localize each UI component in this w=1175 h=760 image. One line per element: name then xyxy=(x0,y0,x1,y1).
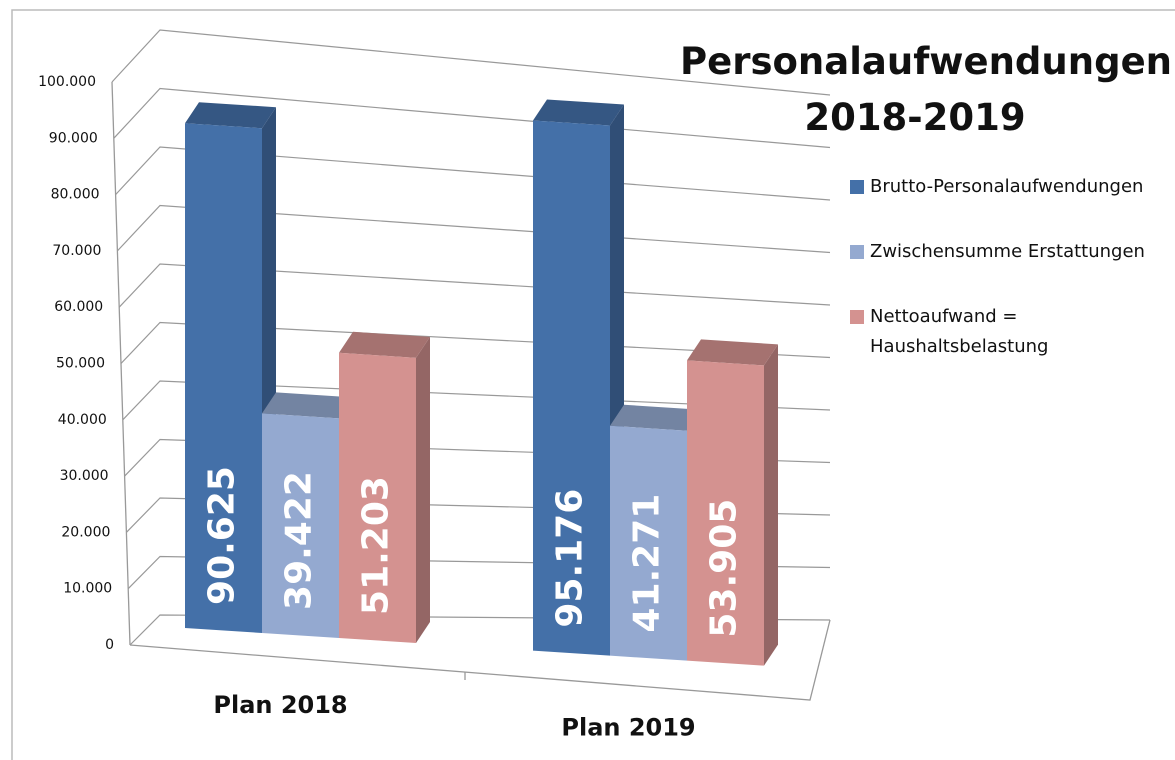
bar-top xyxy=(610,404,701,431)
bar-top xyxy=(687,339,778,366)
value-label: 90.625 xyxy=(202,466,243,605)
bar-side xyxy=(764,344,778,666)
y-tick-label: 60.000 xyxy=(54,299,103,315)
y-tick-label: 40.000 xyxy=(58,412,107,428)
bar-top xyxy=(533,99,624,126)
x-tick-label: Plan 2018 xyxy=(213,691,347,719)
x-tick-label: Plan 2019 xyxy=(561,714,695,742)
bar-front xyxy=(533,120,610,656)
bar-front xyxy=(687,360,764,666)
y-tick-label: 30.000 xyxy=(60,468,109,484)
legend-item: Brutto-Personalaufwendungen xyxy=(850,172,1170,202)
y-tick-label: 80.000 xyxy=(51,187,100,203)
chart-title: Personalaufwendungen 2018-2019 xyxy=(680,40,1173,139)
bar-front xyxy=(262,413,339,639)
frame xyxy=(11,9,1175,760)
legend-swatch xyxy=(850,310,864,324)
bar-top xyxy=(185,102,276,129)
bar-side xyxy=(416,336,430,644)
value-label: 39.422 xyxy=(279,471,320,610)
grid-line xyxy=(111,29,831,96)
y-tick-label: 50.000 xyxy=(56,356,105,372)
bar-front xyxy=(339,352,416,644)
bar-front xyxy=(185,123,262,634)
legend-item: Zwischensumme Erstattungen xyxy=(850,237,1170,267)
value-label: 53.905 xyxy=(704,499,745,638)
y-tick-label: 100.000 xyxy=(38,74,96,90)
legend-label: Zwischensumme Erstattungen xyxy=(870,241,1145,262)
y-tick-label: 90.000 xyxy=(49,130,98,146)
legend-swatch xyxy=(850,180,864,194)
legend-label: Brutto-Personalaufwendungen xyxy=(870,176,1144,197)
value-label: 95.176 xyxy=(550,489,591,628)
bar xyxy=(687,339,778,666)
y-tick-label: 0 xyxy=(105,637,114,653)
y-tick-label: 20.000 xyxy=(61,524,110,540)
bar-top xyxy=(339,331,430,358)
value-label: 51.203 xyxy=(356,476,397,615)
y-tick-label: 70.000 xyxy=(52,243,101,259)
bar-top xyxy=(262,392,353,419)
value-label: 41.271 xyxy=(627,494,668,633)
floor xyxy=(129,619,831,701)
legend-item: Nettoaufwand = Haushaltsbelastung xyxy=(850,302,1170,362)
y-tick-label: 10.000 xyxy=(63,581,112,597)
bar xyxy=(339,331,430,644)
axis xyxy=(111,81,131,646)
bar-front xyxy=(610,425,687,661)
legend-swatch xyxy=(850,245,864,259)
legend-label: Nettoaufwand = Haushaltsbelastung xyxy=(870,306,1049,357)
legend: Brutto-Personalaufwendungen Zwischensumme… xyxy=(850,172,1170,397)
